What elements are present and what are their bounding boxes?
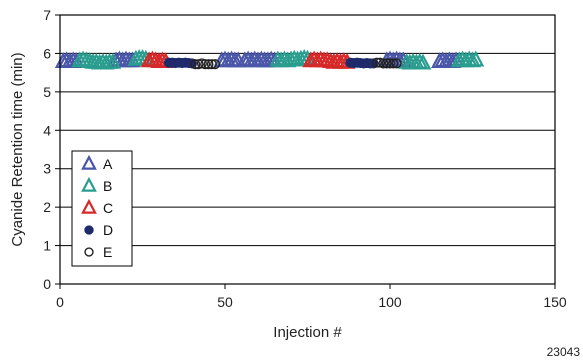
y-tick-label: 3 (43, 161, 51, 177)
legend-label: E (103, 244, 112, 260)
series-b (71, 49, 485, 70)
x-tick-label: 50 (217, 294, 233, 310)
data-point (104, 52, 122, 69)
plot-area-frame (59, 14, 556, 285)
y-axis-title: Cyanide Retention time (min) (9, 52, 26, 246)
legend-item-c: C (81, 198, 113, 216)
y-tick-label: 2 (43, 199, 51, 215)
legend-item-a: A (81, 154, 113, 172)
legend-marker (84, 247, 94, 257)
data-point (384, 58, 396, 69)
x-tick-label: 100 (378, 294, 402, 310)
data-point (378, 58, 389, 69)
legend-item-d: D (84, 222, 113, 238)
legend-marker (81, 198, 97, 214)
figure-id: 23043 (547, 345, 581, 359)
axis-ticks: 0 1 2 3 4 5 6 7 0 50 100 150 (43, 7, 567, 310)
data-point (388, 58, 399, 69)
legend-item-b: B (81, 176, 112, 194)
data-point (203, 59, 214, 70)
x-axis-title: Injection # (273, 324, 342, 341)
data-point (467, 50, 485, 67)
y-tick-label: 4 (43, 122, 51, 138)
series-c (140, 50, 356, 69)
legend-label: D (103, 222, 113, 238)
legend-label: A (103, 156, 113, 172)
y-tick-label: 0 (43, 276, 51, 292)
y-tick-label: 5 (43, 84, 51, 100)
data-marks (54, 49, 485, 70)
series-e (190, 57, 402, 70)
data-point (200, 59, 211, 70)
y-tick-label: 1 (43, 238, 51, 254)
data-point (190, 59, 201, 70)
legend-label: B (103, 178, 112, 194)
data-point (210, 59, 221, 70)
legend-marker (84, 225, 94, 235)
data-point (414, 53, 432, 70)
data-point (371, 57, 382, 68)
legend-marker (81, 176, 97, 192)
data-point (206, 59, 217, 70)
legend-item-e: E (84, 244, 112, 260)
x-tick-label: 0 (56, 294, 64, 310)
x-tick-label: 150 (543, 294, 567, 310)
y-tick-label: 7 (43, 7, 51, 23)
data-point (381, 58, 392, 69)
legend-label: C (103, 200, 113, 216)
legend-box (71, 150, 133, 267)
legend-marker (81, 154, 97, 170)
y-tick-label: 6 (43, 45, 51, 61)
data-point (391, 58, 402, 69)
gridlines (60, 52, 555, 247)
